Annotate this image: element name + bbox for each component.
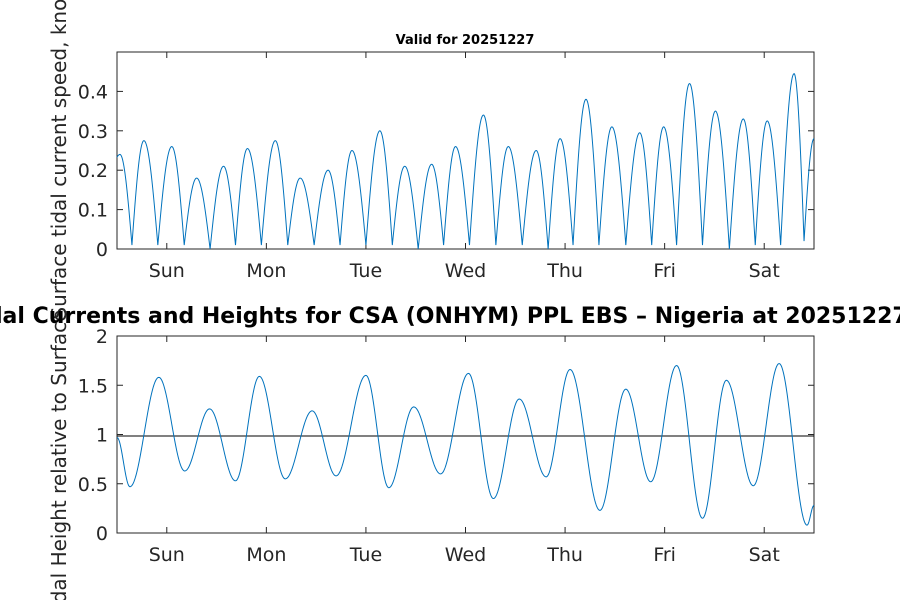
- y-tick-label: 0.3: [78, 121, 108, 143]
- y-tick-label: 0.2: [78, 160, 108, 182]
- current-speed-title: Valid for 20251227: [396, 33, 535, 48]
- y-tick-label: 0: [96, 239, 108, 261]
- x-tick-label: Wed: [445, 544, 486, 566]
- y-tick-label: 0.1: [78, 200, 108, 222]
- current-speed-plot-area: [116, 51, 815, 250]
- tidal-height-x-ticks: Sun Mon Tue Wed Thu Fri Sat: [149, 336, 780, 566]
- current-speed-series-line: [116, 73, 815, 250]
- x-tick-label: Wed: [445, 260, 486, 282]
- y-tick-label: 2: [96, 326, 108, 348]
- x-tick-label: Mon: [246, 544, 286, 566]
- x-tick-label: Sun: [149, 544, 185, 566]
- x-tick-label: Fri: [653, 544, 676, 566]
- tidal-height-panel: 0 0.5 1 1.5 2 Sun Mon Tue Wed Thu Fri Sat Tidal He…: [47, 310, 815, 600]
- x-tick-label: Thu: [546, 544, 583, 566]
- tidal-height-plot-area: [116, 335, 815, 534]
- figure-main-title: Tidal Currents and Heights for CSA (ONHY…: [0, 304, 900, 329]
- y-tick-label: 0.4: [78, 81, 108, 103]
- y-tick-label: 1: [96, 425, 108, 447]
- x-tick-label: Thu: [546, 260, 583, 282]
- x-tick-label: Sat: [749, 544, 780, 566]
- tidal-height-series-line: [116, 363, 815, 526]
- x-tick-label: Tue: [349, 544, 382, 566]
- x-tick-label: Tue: [349, 260, 382, 282]
- current-speed-y-ticks: 0 0.1 0.2 0.3 0.4: [78, 81, 814, 261]
- current-speed-panel: Valid for 20251227 0 0.1 0.2 0.3 0.4 Sun Mon T…: [47, 0, 815, 320]
- tidal-height-y-ticks: 0 0.5 1 1.5 2: [78, 326, 814, 545]
- y-tick-label: 1.5: [78, 375, 108, 397]
- y-tick-label: 0: [96, 523, 108, 545]
- x-tick-label: Fri: [653, 260, 676, 282]
- tidal-height-y-axis-label: Tidal Height relative to Surface: [47, 310, 71, 600]
- current-speed-x-ticks: Sun Mon Tue Wed Thu Fri Sat: [149, 52, 780, 282]
- x-tick-label: Sun: [149, 260, 185, 282]
- x-tick-label: Sat: [749, 260, 780, 282]
- y-tick-label: 0.5: [78, 474, 108, 496]
- current-speed-y-axis-label: Surface tidal current speed, knots: [47, 0, 71, 320]
- x-tick-label: Mon: [246, 260, 286, 282]
